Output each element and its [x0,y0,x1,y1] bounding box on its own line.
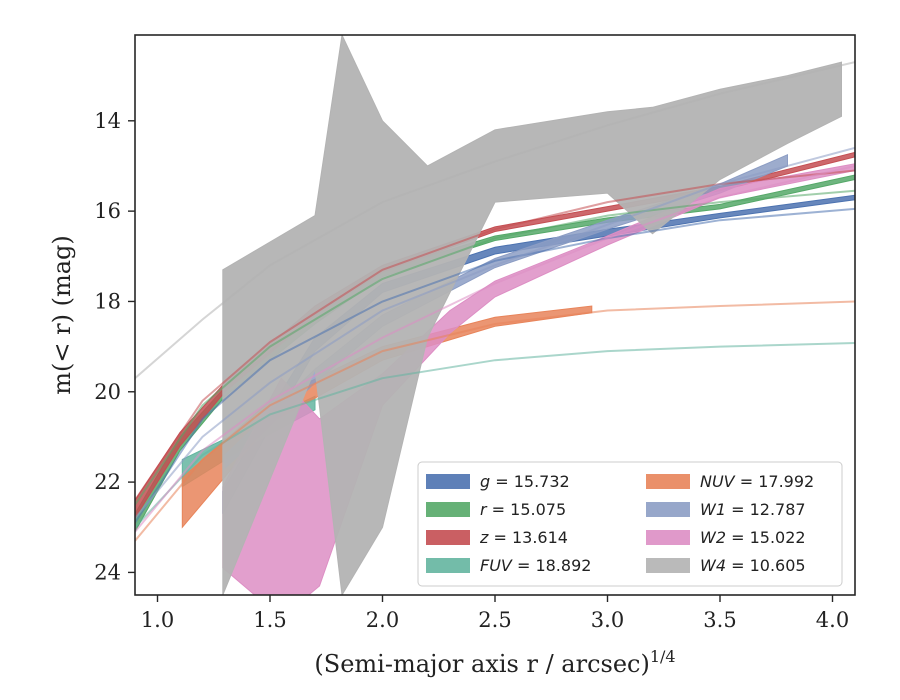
legend: g = 15.732 r = 15.075 z = 13.614 FUV = 18.8… [418,462,842,586]
x-tick-label: 1.0 [141,608,174,632]
legend-swatch-w2 [646,530,690,545]
legend-swatch-w4 [646,558,690,573]
y-tick-label: 16 [94,199,121,223]
chart: 1.0 1.5 2.0 2.5 3.0 3.5 4.0 14 16 18 20 22 24 (Semi… [0,0,900,700]
x-tick-label: 3.0 [591,608,624,632]
x-tick-label: 2.0 [366,608,399,632]
legend-label-nuv: NUV = 17.992 [700,472,814,491]
legend-swatch-w1 [646,502,690,517]
legend-label-fuv: FUV = 18.892 [480,556,591,575]
legend-swatch-z [426,530,470,545]
x-tick-label: 1.5 [253,608,286,632]
legend-swatch-nuv [646,474,690,489]
x-axis-label-superscript: 1/4 [650,647,676,666]
legend-swatch-r [426,502,470,517]
y-axis-label: m(< r) (mag) [48,235,76,394]
legend-label-w2: W2 = 15.022 [700,528,806,547]
y-tick-label: 20 [94,380,121,404]
legend-swatch-fuv [426,558,470,573]
x-axis-label: (Semi-major axis r / arcsec)1/4 [314,647,675,678]
y-tick-label: 24 [94,560,121,584]
legend-label-w1: W1 = 12.787 [700,500,806,519]
y-tick-label: 22 [94,470,121,494]
x-axis: 1.0 1.5 2.0 2.5 3.0 3.5 4.0 [141,595,849,632]
legend-swatch-g [426,474,470,489]
legend-label-z: z = 13.614 [479,528,568,547]
legend-label-r: r = 15.075 [480,500,566,519]
x-tick-label: 2.5 [478,608,511,632]
y-axis: 14 16 18 20 22 24 [94,109,135,585]
y-tick-label: 14 [94,109,121,133]
legend-label-g: g = 15.732 [480,472,570,491]
x-tick-label: 4.0 [816,608,849,632]
x-tick-label: 3.5 [703,608,736,632]
y-tick-label: 18 [94,289,121,313]
legend-label-w4: W4 = 10.605 [700,556,806,575]
